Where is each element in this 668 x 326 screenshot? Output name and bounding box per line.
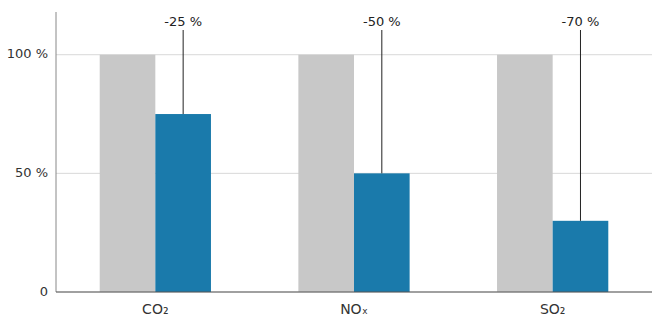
- chart-container: 0 50 % 100 % -25 % -50 % -70 % CO₂ NOₓ SO₂: [0, 0, 668, 326]
- y-tick-label: 0: [40, 284, 48, 299]
- annotation: -25 %: [164, 14, 202, 29]
- chart: 0 50 % 100 % -25 % -50 % -70 % CO₂ NOₓ SO₂: [0, 0, 668, 326]
- x-axis: CO₂ NOₓ SO₂: [56, 292, 652, 317]
- grid: [56, 55, 652, 292]
- annotation: -50 %: [363, 14, 401, 29]
- bar: [100, 55, 156, 292]
- annotation-line: [580, 30, 581, 221]
- bar: [553, 221, 609, 292]
- bar: [354, 173, 410, 292]
- bar: [155, 114, 211, 292]
- y-axis: 0 50 % 100 %: [7, 12, 56, 299]
- annotation-line: [381, 30, 382, 173]
- x-axis-line: [56, 292, 652, 293]
- bars: [100, 55, 609, 292]
- annotation: -70 %: [562, 14, 600, 29]
- x-tick-label: CO₂: [142, 301, 168, 317]
- annotation-lines: [183, 30, 580, 221]
- x-tick-label: SO₂: [540, 301, 566, 317]
- bar: [298, 55, 354, 292]
- annotation-line: [183, 30, 184, 114]
- x-tick-label: NOₓ: [340, 301, 368, 317]
- bar: [497, 55, 553, 292]
- annotations: -25 % -50 % -70 %: [164, 14, 599, 29]
- y-axis-line: [56, 12, 57, 292]
- grid-line: [56, 292, 652, 293]
- y-tick-label: 50 %: [15, 165, 48, 180]
- y-tick-label: 100 %: [7, 46, 48, 61]
